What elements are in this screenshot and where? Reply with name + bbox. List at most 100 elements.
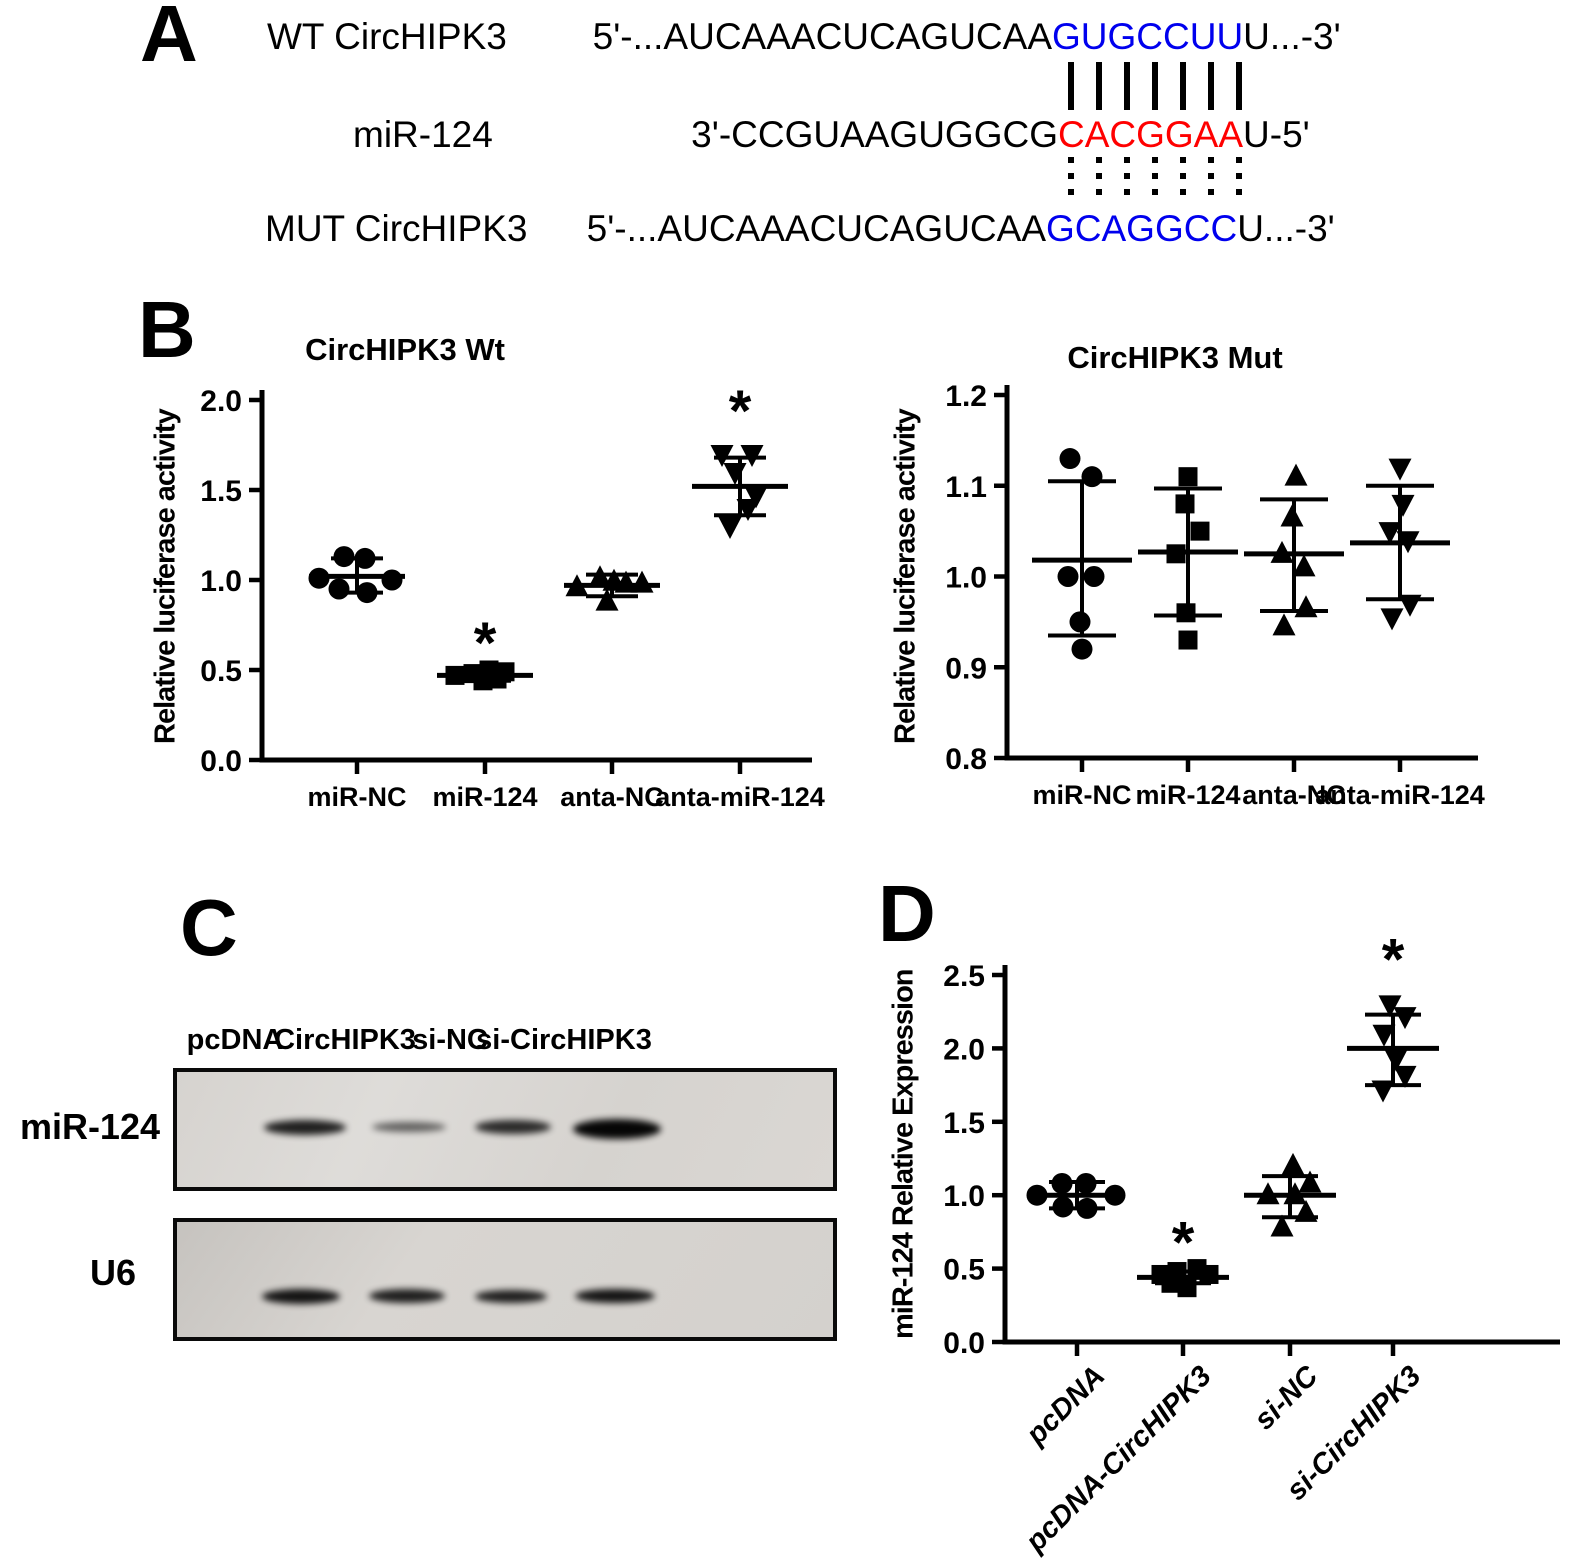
blot-band xyxy=(475,1289,547,1303)
chart-title-wt: CircHIPK3 Wt xyxy=(305,332,505,367)
match-bar xyxy=(1152,62,1158,110)
blot-column-label: CircHIPK3 xyxy=(274,1024,416,1056)
blot-column-label: pcDNA xyxy=(186,1024,284,1056)
data-point-triangle-down xyxy=(710,445,734,467)
data-point-circle xyxy=(1081,466,1103,488)
y-tick-label: 2.5 xyxy=(943,960,985,993)
data-point-triangle-up xyxy=(1294,1199,1318,1222)
x-category-label: pcDNA-CircHIPK3 xyxy=(1019,1360,1218,1559)
data-point-triangle-down xyxy=(736,499,760,521)
data-point-triangle-up xyxy=(1284,463,1308,486)
match-bar xyxy=(1124,62,1130,110)
data-point-triangle-down xyxy=(1393,1065,1417,1088)
data-point-triangle-up xyxy=(595,588,619,611)
sequence-suffix: U-5' xyxy=(1243,114,1310,155)
blot-row-label-mir124: miR-124 xyxy=(19,1106,160,1147)
sequence-label: MUT CircHIPK3 xyxy=(265,208,528,249)
sequence-row-wt: WT CircHIPK3 5'-...AUCAAACUCAGUCAA GUGCC… xyxy=(0,14,1583,62)
data-point-circle xyxy=(1057,566,1079,587)
blot-column-label: si-NC xyxy=(412,1024,488,1056)
y-tick-label: 1.0 xyxy=(200,565,242,598)
blot-column-label: si-CircHIPK3 xyxy=(476,1024,652,1056)
y-tick-label: 1.5 xyxy=(200,475,242,508)
data-point-triangle-down xyxy=(1398,594,1422,617)
y-tick-label: 2.0 xyxy=(943,1033,985,1066)
blot-image-u6 xyxy=(173,1218,837,1341)
scatter-plot-circhipk3-wt: 0.0 0.5 1.0 1.5 2.0 miR-NC miR-124 anta-NCanta-… xyxy=(200,379,825,812)
data-point-square xyxy=(1178,630,1198,650)
data-point-triangle-down xyxy=(1378,995,1402,1018)
x-category-label: anta-miR-124 xyxy=(1315,780,1485,810)
x-category-label: anta-NC xyxy=(560,782,664,812)
significance-star: * xyxy=(474,611,497,676)
data-point-triangle-up xyxy=(588,565,612,588)
x-category-label: miR-NC xyxy=(308,782,407,812)
data-point-circle xyxy=(1076,1197,1098,1219)
blot-band xyxy=(475,1120,551,1134)
blot-image-mir124 xyxy=(173,1068,837,1191)
mismatch-dot-column xyxy=(1152,157,1158,205)
blot-row-label-u6: U6 xyxy=(89,1252,136,1293)
data-point-circle xyxy=(1052,1196,1074,1218)
data-point-triangle-up xyxy=(1270,1214,1294,1237)
data-point-square xyxy=(1190,521,1210,541)
sequence-prefix: 5'-...AUCAAACUCAGUCAA xyxy=(586,208,1046,249)
panel-c-letter: C xyxy=(180,883,238,972)
x-category-label: pcDNA xyxy=(1020,1360,1112,1451)
data-point-triangle-down xyxy=(723,463,747,485)
y-tick-label: 0.5 xyxy=(200,655,242,688)
data-point-circle xyxy=(1059,448,1081,470)
data-point-triangle-down xyxy=(718,517,742,539)
data-point-circle xyxy=(328,578,350,600)
data-point-triangle-down xyxy=(1393,1007,1417,1030)
significance-star: * xyxy=(1172,1211,1195,1276)
sequence-label: miR-124 xyxy=(353,114,493,155)
scatter-plot-mir124-expression: 0.0 0.5 1.0 1.5 2.0 2.5 * * xyxy=(943,927,1560,1360)
data-point-circle xyxy=(1051,1172,1073,1194)
data-point-circle xyxy=(1075,1172,1097,1194)
x-category-label: si-NC xyxy=(1248,1360,1325,1437)
x-category-label: anta-NC xyxy=(1242,780,1346,810)
data-point-square xyxy=(1175,494,1195,514)
data-point-triangle-down xyxy=(1372,1024,1396,1047)
data-point-circle xyxy=(1069,611,1091,633)
data-point-triangle-down xyxy=(1384,1049,1408,1072)
axis-lines xyxy=(1004,385,1478,761)
y-tick-label: 0.9 xyxy=(945,652,987,685)
data-point-circle xyxy=(381,569,403,591)
panel-d-letter: D xyxy=(878,869,936,958)
match-bar xyxy=(1180,62,1186,110)
data-point-circle xyxy=(1071,638,1093,660)
data-point-square xyxy=(1178,467,1198,487)
y-tick-label: 0.0 xyxy=(200,745,242,778)
mismatch-dot-column xyxy=(1180,157,1186,205)
data-point-triangle-up xyxy=(1294,595,1318,618)
sequence-suffix: U...-3' xyxy=(1243,16,1341,57)
match-bar xyxy=(1096,62,1102,110)
match-bar xyxy=(1068,62,1074,110)
data-point-triangle-up xyxy=(1298,1170,1322,1193)
sequence-row-mir124: miR-124 3'-CCGUAAGUGGCG CACGGAAU-5' xyxy=(0,112,1583,160)
data-point-triangle-up xyxy=(1272,613,1296,636)
y-tick-label: 0.0 xyxy=(943,1327,985,1360)
seed-sequence: CACGGAA xyxy=(1058,114,1244,155)
y-tick-label: 2.0 xyxy=(200,385,242,418)
data-point-triangle-down xyxy=(1391,494,1415,517)
sequence-row-mut: MUT CircHIPK3 5'-...AUCAAACUCAGUCAA GCAG… xyxy=(0,206,1583,254)
sequence-prefix: 3'-CCGUAAGUGGCG xyxy=(691,114,1058,155)
y-tick-label: 0.5 xyxy=(943,1254,985,1287)
chart-title-mut: CircHIPK3 Mut xyxy=(1067,340,1283,375)
data-point-circle xyxy=(356,582,378,604)
data-point-triangle-down xyxy=(1378,522,1402,545)
match-bar xyxy=(1236,62,1242,110)
data-point-triangle-down xyxy=(1371,1080,1395,1103)
sequence-suffix: U...-3' xyxy=(1237,208,1335,249)
x-category-label: miR-124 xyxy=(432,782,537,812)
significance-star: * xyxy=(1382,927,1405,992)
x-category-label: anta-miR-124 xyxy=(655,782,825,812)
data-point-circle xyxy=(333,546,355,568)
blot-band xyxy=(262,1288,340,1304)
scatter-plot-circhipk3-mut: 0.8 0.9 1.0 1.1 1.2 miR-NC miR-124 anta-NCanta-… xyxy=(945,380,1485,810)
mismatch-dot-column xyxy=(1068,157,1074,205)
significance-star: * xyxy=(729,379,752,444)
